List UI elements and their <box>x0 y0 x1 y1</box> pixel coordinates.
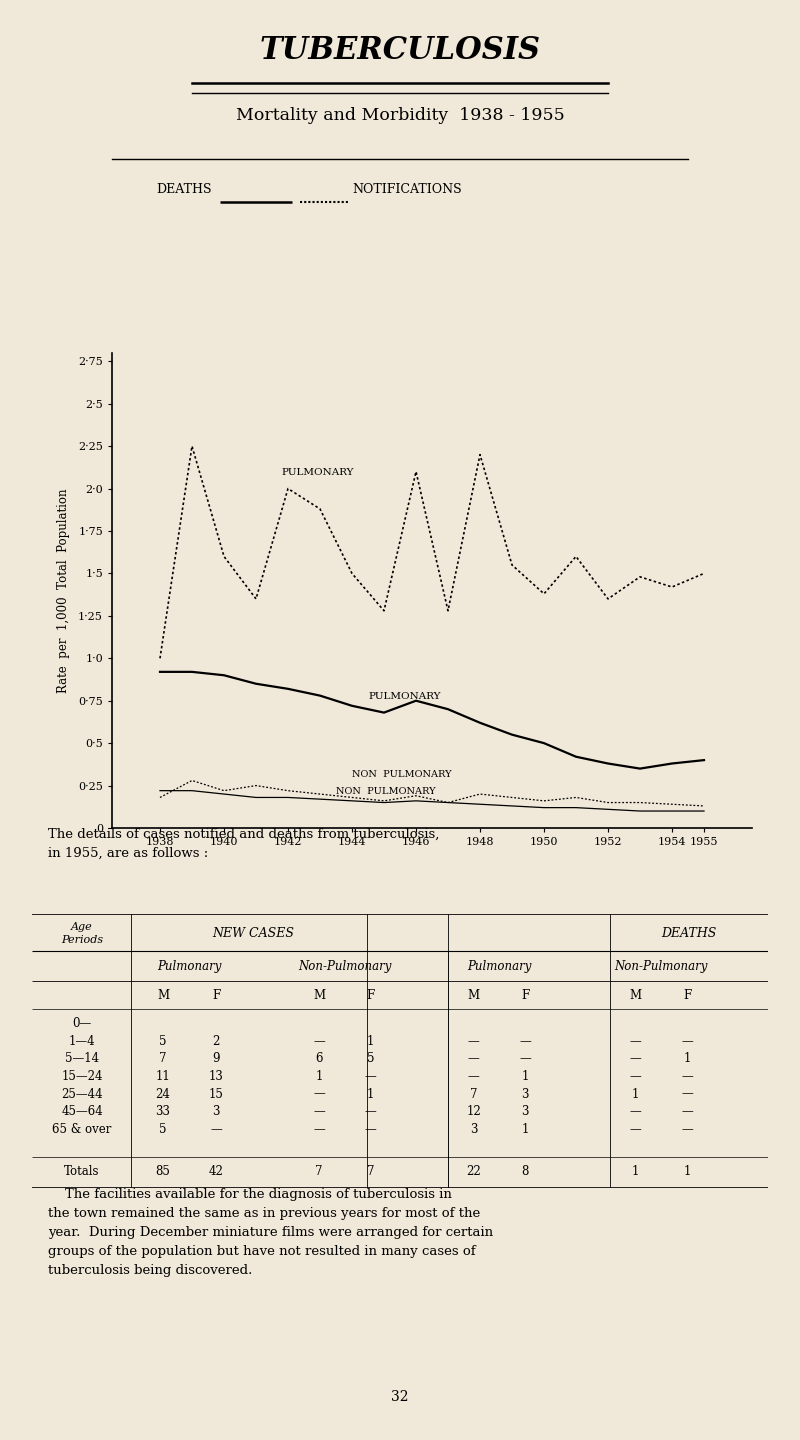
Text: 5: 5 <box>159 1035 166 1048</box>
Text: 1: 1 <box>367 1087 374 1100</box>
Text: PULMONARY: PULMONARY <box>282 468 354 477</box>
Text: 32: 32 <box>391 1390 409 1404</box>
Text: Pulmonary: Pulmonary <box>467 960 531 973</box>
Text: Pulmonary: Pulmonary <box>158 960 222 973</box>
Text: 1: 1 <box>683 1165 690 1178</box>
Text: F: F <box>521 989 530 1002</box>
Text: 1: 1 <box>522 1070 529 1083</box>
Text: —: — <box>630 1104 642 1117</box>
Text: Totals: Totals <box>64 1165 100 1178</box>
Text: 7: 7 <box>470 1087 478 1100</box>
Text: 22: 22 <box>466 1165 481 1178</box>
Text: NEW CASES: NEW CASES <box>212 927 294 940</box>
Text: —: — <box>210 1123 222 1136</box>
Text: PULMONARY: PULMONARY <box>368 693 441 701</box>
Text: M: M <box>467 989 480 1002</box>
Text: 0—: 0— <box>73 1017 92 1031</box>
Text: 1: 1 <box>315 1070 322 1083</box>
Text: 15—24: 15—24 <box>62 1070 102 1083</box>
Text: —: — <box>630 1035 642 1048</box>
Text: —: — <box>630 1070 642 1083</box>
Text: NON  PULMONARY: NON PULMONARY <box>336 788 436 796</box>
Text: 1—4: 1—4 <box>69 1035 95 1048</box>
Text: —: — <box>468 1053 479 1066</box>
Text: 42: 42 <box>209 1165 223 1178</box>
Text: —: — <box>630 1123 642 1136</box>
Text: 1: 1 <box>367 1035 374 1048</box>
Text: 7: 7 <box>367 1165 374 1178</box>
Text: —: — <box>313 1123 325 1136</box>
Text: —: — <box>313 1087 325 1100</box>
Text: —: — <box>468 1070 479 1083</box>
Text: NON  PULMONARY: NON PULMONARY <box>352 770 452 779</box>
Text: The facilities available for the diagnosis of tuberculosis in
the town remained : The facilities available for the diagnos… <box>48 1188 493 1277</box>
Text: 85: 85 <box>155 1165 170 1178</box>
Text: 1: 1 <box>632 1165 639 1178</box>
Text: 1: 1 <box>632 1087 639 1100</box>
Text: The details of cases notified and deaths from tuberculosis,
in 1955, are as foll: The details of cases notified and deaths… <box>48 828 439 860</box>
Text: 2: 2 <box>212 1035 220 1048</box>
Text: 8: 8 <box>522 1165 529 1178</box>
Text: DEATHS: DEATHS <box>661 927 716 940</box>
Text: —: — <box>681 1104 693 1117</box>
Text: TUBERCULOSIS: TUBERCULOSIS <box>259 35 541 66</box>
Text: 1: 1 <box>522 1123 529 1136</box>
Text: 3: 3 <box>212 1104 220 1117</box>
Text: 6: 6 <box>315 1053 322 1066</box>
Text: F: F <box>366 989 374 1002</box>
Text: 45—64: 45—64 <box>61 1104 103 1117</box>
Text: 3: 3 <box>522 1087 529 1100</box>
Text: 3: 3 <box>470 1123 478 1136</box>
Text: —: — <box>313 1104 325 1117</box>
Text: —: — <box>519 1053 531 1066</box>
Text: —: — <box>365 1123 377 1136</box>
Text: 7: 7 <box>159 1053 166 1066</box>
Text: —: — <box>365 1070 377 1083</box>
Text: NOTIFICATIONS: NOTIFICATIONS <box>352 183 462 196</box>
Text: —: — <box>365 1104 377 1117</box>
Text: 5: 5 <box>159 1123 166 1136</box>
Text: —: — <box>681 1035 693 1048</box>
Text: Mortality and Morbidity  1938 - 1955: Mortality and Morbidity 1938 - 1955 <box>236 107 564 124</box>
Text: 9: 9 <box>212 1053 220 1066</box>
Text: 5: 5 <box>367 1053 374 1066</box>
Text: M: M <box>313 989 325 1002</box>
Text: 1: 1 <box>683 1053 690 1066</box>
Text: 12: 12 <box>466 1104 481 1117</box>
Text: Age
Periods: Age Periods <box>61 923 103 945</box>
Text: 11: 11 <box>156 1070 170 1083</box>
Text: —: — <box>681 1123 693 1136</box>
Text: —: — <box>630 1053 642 1066</box>
Text: 5—14: 5—14 <box>65 1053 99 1066</box>
Text: 65 & over: 65 & over <box>52 1123 112 1136</box>
Text: 33: 33 <box>155 1104 170 1117</box>
Text: —: — <box>681 1070 693 1083</box>
Text: F: F <box>683 989 691 1002</box>
Text: 13: 13 <box>209 1070 223 1083</box>
Text: —: — <box>468 1035 479 1048</box>
Text: —: — <box>681 1087 693 1100</box>
Text: F: F <box>212 989 220 1002</box>
Y-axis label: Rate  per  1,000  Total  Population: Rate per 1,000 Total Population <box>57 488 70 693</box>
Text: 7: 7 <box>315 1165 322 1178</box>
Text: 25—44: 25—44 <box>62 1087 103 1100</box>
Text: 24: 24 <box>155 1087 170 1100</box>
Text: Non-Pulmonary: Non-Pulmonary <box>614 960 708 973</box>
Text: M: M <box>630 989 642 1002</box>
Text: —: — <box>313 1035 325 1048</box>
Text: —: — <box>519 1035 531 1048</box>
Text: Non-Pulmonary: Non-Pulmonary <box>298 960 391 973</box>
Text: 15: 15 <box>209 1087 223 1100</box>
Text: DEATHS: DEATHS <box>157 183 212 196</box>
Text: M: M <box>157 989 169 1002</box>
Text: 3: 3 <box>522 1104 529 1117</box>
